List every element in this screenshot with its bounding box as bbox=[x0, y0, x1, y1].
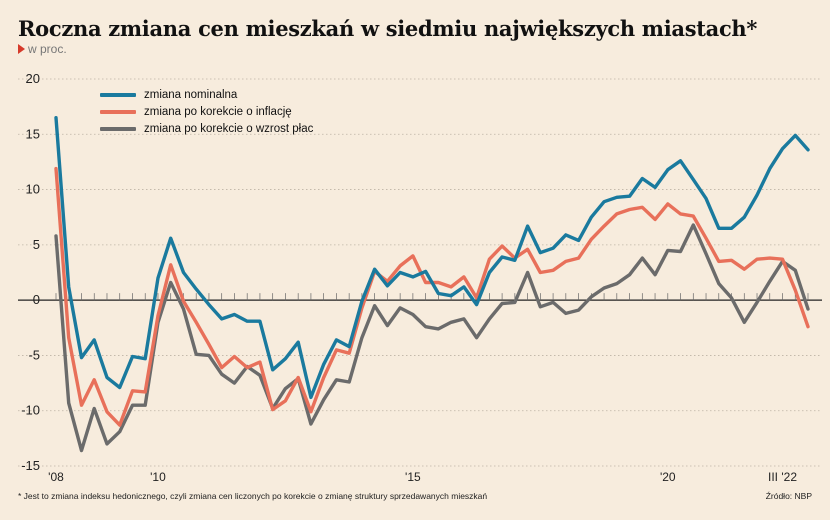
legend-label-inflation: zmiana po korekcie o inflację bbox=[144, 105, 292, 118]
x-tick-label: '10 bbox=[150, 470, 166, 484]
footnote: * Jest to zmiana indeksu hedonicznego, c… bbox=[18, 491, 488, 501]
y-tick-label: -5 bbox=[28, 347, 40, 362]
y-tick-label: -10 bbox=[21, 403, 40, 418]
legend-swatch-nominal bbox=[100, 92, 136, 97]
legend-label-nominal: zmiana nominalna bbox=[144, 88, 238, 101]
y-tick-label: -15 bbox=[21, 458, 40, 473]
series-line-2 bbox=[54, 223, 810, 453]
legend-swatch-inflation bbox=[100, 109, 136, 114]
chart-subtitle: w proc. bbox=[18, 42, 67, 56]
y-tick-label: 10 bbox=[26, 182, 40, 197]
legend-item-nominal: zmiana nominalna bbox=[100, 86, 313, 103]
x-tick-label: '15 bbox=[405, 470, 421, 484]
x-tick-label: '20 bbox=[660, 470, 676, 484]
series-line-1 bbox=[54, 166, 810, 427]
y-tick-label: 15 bbox=[26, 126, 40, 141]
chart-title: Roczna zmiana cen mieszkań w siedmiu naj… bbox=[18, 16, 758, 41]
legend-item-wages: zmiana po korekcie o wzrost płac bbox=[100, 120, 313, 137]
y-tick-label: 5 bbox=[33, 237, 40, 252]
legend: zmiana nominalna zmiana po korekcie o in… bbox=[100, 86, 313, 137]
legend-label-wages: zmiana po korekcie o wzrost płac bbox=[144, 122, 314, 135]
x-tick-label: '08 bbox=[48, 470, 64, 484]
y-tick-label: 20 bbox=[26, 71, 40, 86]
subtitle-text: w proc. bbox=[28, 42, 67, 56]
x-tick-label: III '22 bbox=[768, 470, 797, 484]
source-note: Źródło: NBP bbox=[765, 491, 812, 501]
legend-item-inflation: zmiana po korekcie o inflację bbox=[100, 103, 313, 120]
red-triangle-icon bbox=[18, 44, 25, 54]
legend-swatch-wages bbox=[100, 126, 136, 131]
series-line-0 bbox=[54, 115, 810, 400]
